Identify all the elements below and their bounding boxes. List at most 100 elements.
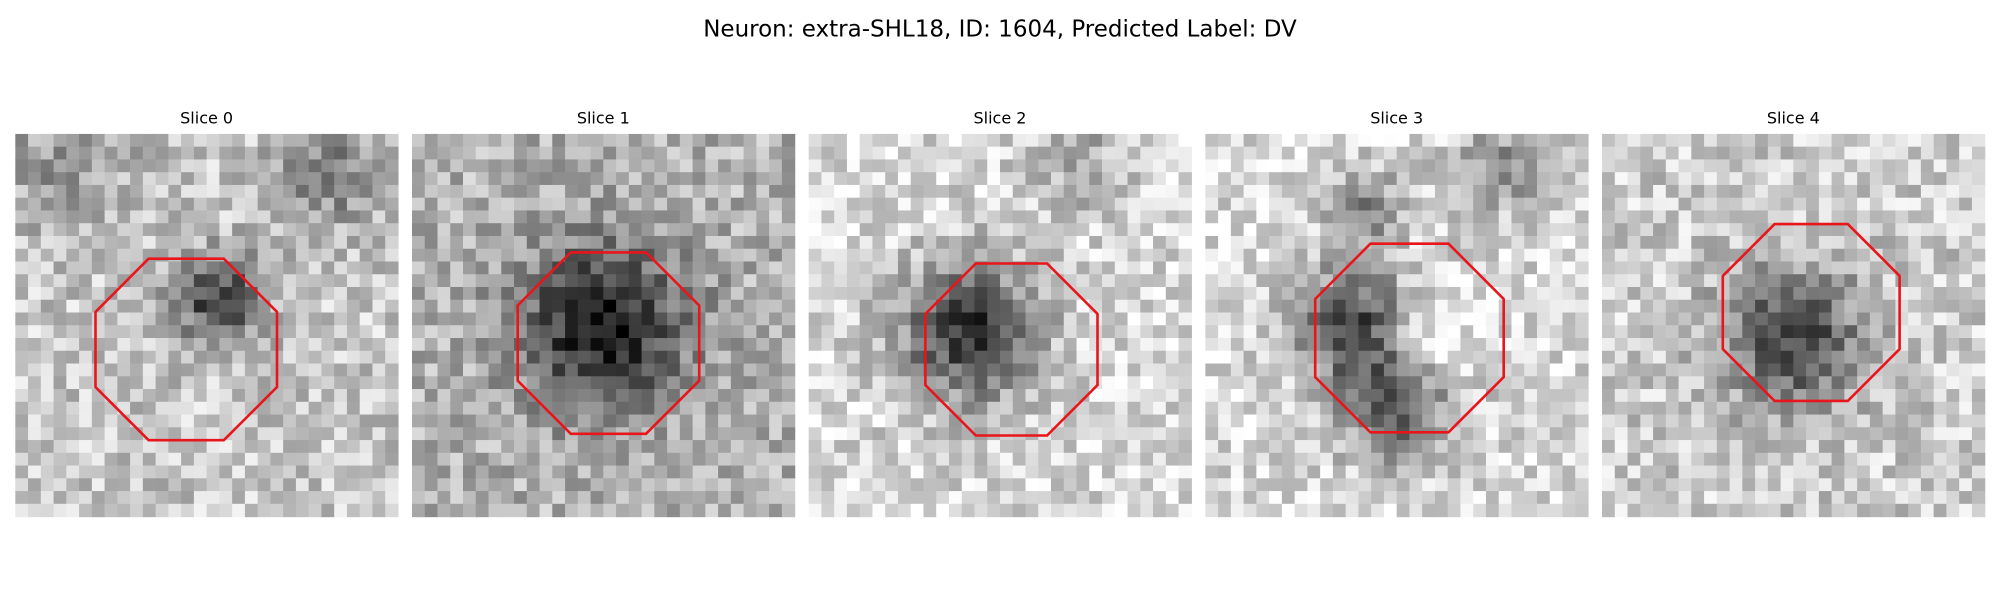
pixel (321, 338, 335, 352)
pixel (1396, 210, 1411, 224)
pixel (1038, 159, 1052, 173)
pixel (334, 427, 348, 441)
pixel (117, 299, 131, 314)
pixel (1767, 414, 1782, 428)
pixel (590, 478, 604, 492)
pixel (769, 465, 783, 479)
pixel (1818, 299, 1833, 314)
pixel (1332, 159, 1347, 173)
pixel (475, 223, 490, 237)
pixel (66, 159, 80, 173)
pixel (1602, 465, 1616, 479)
pixel (781, 389, 796, 403)
pixel (1614, 465, 1629, 479)
pixel (1831, 363, 1845, 377)
pixel (756, 299, 770, 314)
pixel (1230, 172, 1245, 186)
pixel (526, 146, 541, 161)
pixel (1294, 452, 1308, 467)
pixel (1575, 261, 1589, 275)
pixel (1256, 235, 1270, 250)
pixel (1575, 363, 1589, 377)
pixel (40, 197, 55, 212)
pixel (1729, 503, 1743, 518)
pixel (257, 235, 272, 250)
pixel (1857, 274, 1871, 288)
pixel (1971, 350, 1986, 365)
pixel (142, 465, 157, 479)
pixel (1640, 491, 1654, 505)
pixel (603, 325, 617, 339)
pixel (679, 235, 694, 250)
pixel (270, 248, 284, 263)
pixel (1933, 414, 1948, 428)
pixel (142, 338, 157, 352)
pixel (1434, 414, 1449, 428)
pixel (923, 503, 937, 518)
pixel (1524, 299, 1538, 314)
pixel (897, 274, 912, 288)
pixel (168, 159, 182, 173)
pixel (1946, 184, 1960, 199)
pixel (117, 440, 131, 454)
pixel (1627, 184, 1641, 199)
pixel (1882, 363, 1896, 377)
pixel (718, 274, 732, 288)
pixel (1933, 491, 1948, 505)
pixel (1358, 427, 1372, 441)
pixel (1602, 299, 1616, 314)
pixel (923, 159, 937, 173)
pixel (463, 146, 477, 161)
pixel (1358, 338, 1372, 352)
pixel (1933, 503, 1948, 518)
pixel (1243, 465, 1257, 479)
pixel (1780, 350, 1794, 365)
pixel (155, 427, 169, 441)
pixel (1332, 235, 1347, 250)
pixel (987, 440, 1001, 454)
pixel (1153, 133, 1167, 148)
pixel (193, 172, 208, 186)
pixel (1562, 299, 1576, 314)
pixel (257, 248, 272, 263)
pixel (168, 427, 182, 441)
pixel (577, 376, 592, 390)
pixel (1269, 312, 1283, 326)
pixel (1755, 312, 1769, 326)
pixel (1089, 312, 1103, 326)
pixel (463, 414, 477, 428)
pixel (1665, 299, 1680, 314)
pixel (1908, 235, 1922, 250)
pixel (1076, 338, 1090, 352)
pixel (1511, 389, 1525, 403)
pixel (1051, 133, 1065, 148)
pixel (53, 338, 67, 352)
pixel (692, 197, 706, 212)
pixel (1218, 184, 1232, 199)
pixel (437, 172, 451, 186)
pixel (1422, 491, 1436, 505)
pixel (718, 389, 732, 403)
pixel (1549, 133, 1564, 148)
pixel (91, 159, 106, 173)
pixel (1447, 491, 1462, 505)
pixel (104, 427, 118, 441)
pixel (308, 427, 323, 441)
pixel (91, 350, 106, 365)
pixel (308, 414, 323, 428)
pixel (1409, 503, 1423, 518)
pixel (834, 274, 848, 288)
pixel (1895, 299, 1909, 314)
pixel (1704, 210, 1718, 224)
pixel (155, 478, 169, 492)
pixel (910, 299, 925, 314)
pixel (961, 414, 976, 428)
pixel (1602, 478, 1616, 492)
pixel (1256, 286, 1270, 301)
pixel (104, 478, 118, 492)
pixel (1691, 452, 1705, 467)
pixel (168, 223, 182, 237)
pixel (1383, 389, 1398, 403)
pixel (897, 452, 912, 467)
pixel (411, 376, 426, 390)
